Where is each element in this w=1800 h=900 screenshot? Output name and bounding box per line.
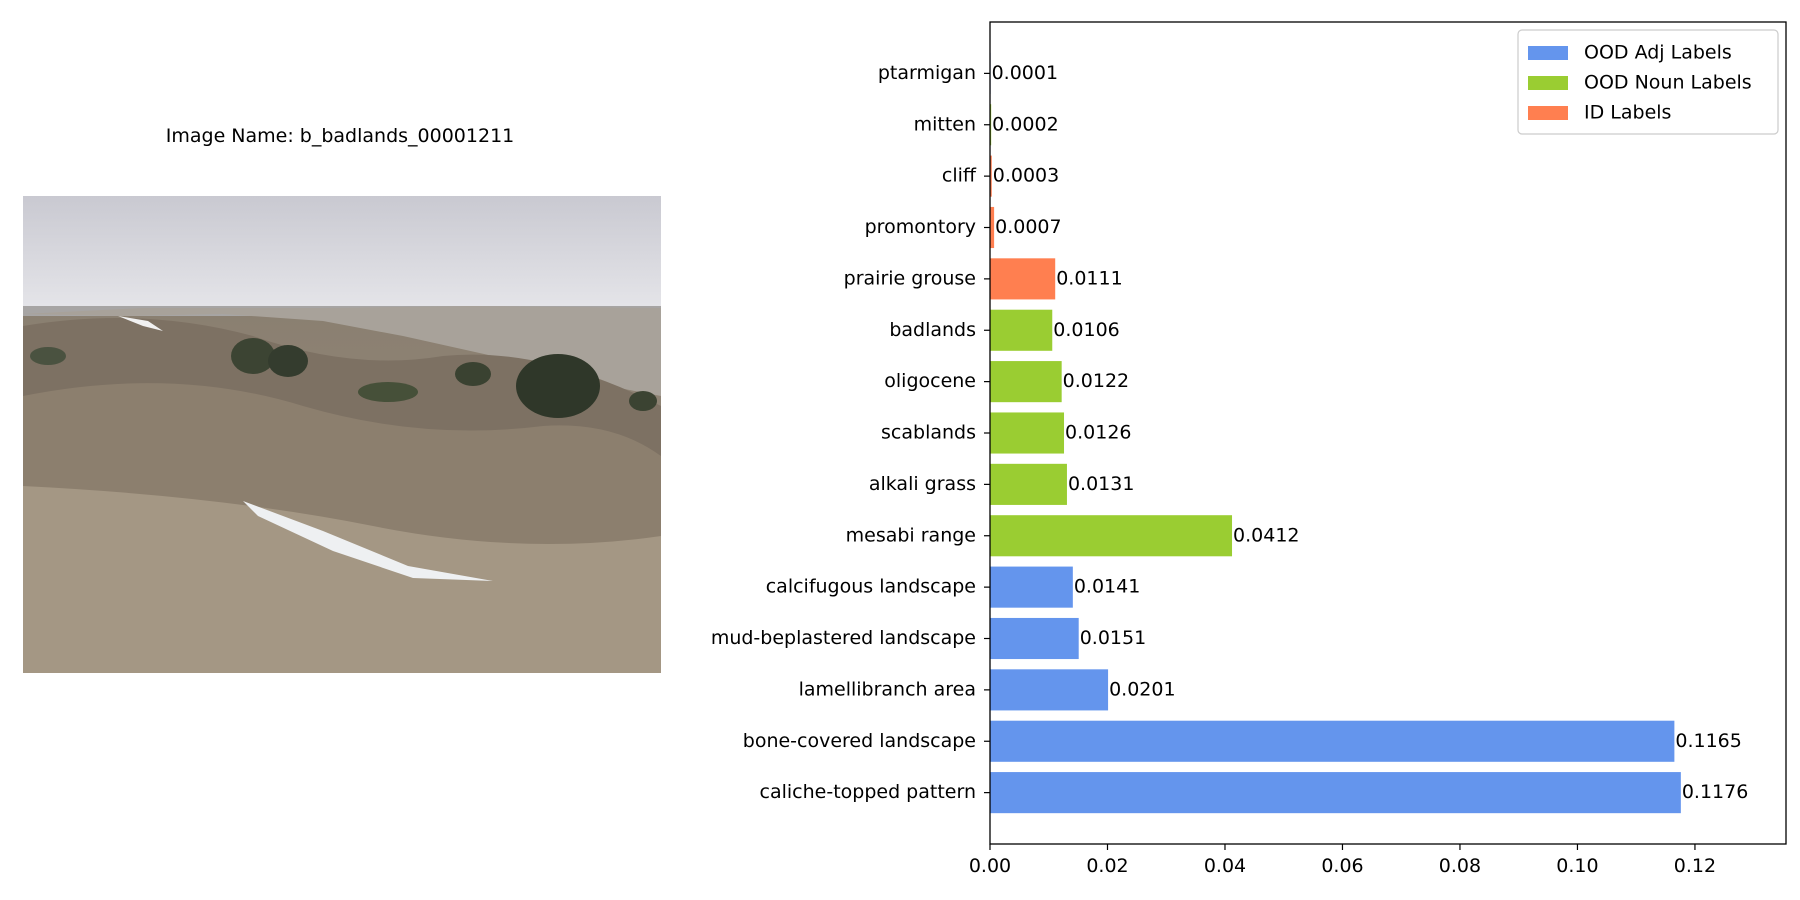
bar-value-label-4: 0.0141 [1074,576,1140,598]
bar-3 [990,617,1079,660]
x-tick-label-5: 0.10 [1556,855,1598,877]
bar-6 [990,463,1067,505]
bar-value-label-5: 0.0412 [1233,524,1299,546]
bar-value-label-14: 0.0001 [992,62,1058,84]
legend-swatch-id [1528,106,1568,120]
legend-label-noun: OOD Noun Labels [1584,72,1752,94]
bar-value-label-7: 0.0126 [1065,422,1131,444]
bar-value-label-1: 0.1165 [1675,730,1741,752]
y-tick-label-3: mud-beplastered landscape [711,627,976,649]
bar-value-label-6: 0.0131 [1068,473,1134,495]
legend-label-id: ID Labels [1584,102,1671,124]
y-tick-label-12: cliff [942,165,977,187]
y-tick-label-1: bone-covered landscape [743,730,976,752]
x-tick-label-4: 0.08 [1439,855,1481,877]
bar-10 [990,258,1056,300]
x-tick-label-0: 0.00 [969,855,1011,877]
bar-value-label-2: 0.0201 [1109,678,1175,700]
y-tick-label-13: mitten [914,113,976,135]
bar-1 [990,720,1675,762]
legend-swatch-noun [1528,76,1568,90]
y-tick-label-10: prairie grouse [844,267,976,289]
bar-value-label-8: 0.0122 [1063,370,1129,392]
legend-label-adj: OOD Adj Labels [1584,42,1732,64]
y-tick-label-4: calcifugous landscape [766,576,976,598]
y-tick-label-11: promontory [865,216,976,238]
y-tick-label-2: lamellibranch area [799,678,976,700]
bar-11 [990,206,995,249]
bars-group [990,52,1681,814]
bar-7 [990,412,1065,454]
bar-value-label-9: 0.0106 [1053,319,1119,341]
image-title: Image Name: b_badlands_00001211 [165,125,515,147]
plot-frame [989,21,1787,845]
y-tick-label-6: alkali grass [869,473,976,495]
bar-value-label-3: 0.0151 [1080,627,1146,649]
x-tick-label-1: 0.02 [1086,855,1128,877]
y-tick-label-14: ptarmigan [878,62,976,84]
bar-12 [990,155,992,197]
bar-value-label-11: 0.0007 [995,216,1061,238]
y-tick-label-8: oligocene [884,370,976,392]
legend-swatch-adj [1528,46,1568,60]
legend: OOD Adj Labels OOD Noun Labels ID Labels [1517,29,1779,135]
bar-4 [990,566,1073,608]
legend-box [1517,29,1779,135]
bar-0 [990,772,1681,814]
bar-value-label-10: 0.0111 [1056,267,1122,289]
x-tick-label-3: 0.06 [1321,855,1363,877]
x-axis-ticks: 0.00 0.02 0.04 0.06 0.08 0.10 0.12 [969,844,1716,877]
bar-8 [990,361,1062,403]
landscape-photo [23,196,661,673]
y-tick-label-0: caliche-topped pattern [760,781,976,803]
x-tick-label-6: 0.12 [1674,855,1716,877]
bar-value-labels: 0.1176 0.1165 0.0201 0.0151 0.0141 0.0412 0.01… [992,62,1749,803]
bar-value-label-12: 0.0003 [993,165,1059,187]
bar-5 [990,515,1233,557]
y-tick-label-5: mesabi range [846,524,976,546]
y-tick-label-9: badlands [889,319,976,341]
bar-value-label-0: 0.1176 [1682,781,1748,803]
bar-2 [990,669,1109,711]
bar-9 [990,309,1053,351]
bar-value-label-13: 0.0002 [992,113,1058,135]
y-tick-label-7: scablands [881,422,976,444]
x-tick-label-2: 0.04 [1204,855,1246,877]
y-axis-ticks: caliche-topped pattern bone-covered lands… [711,62,990,803]
